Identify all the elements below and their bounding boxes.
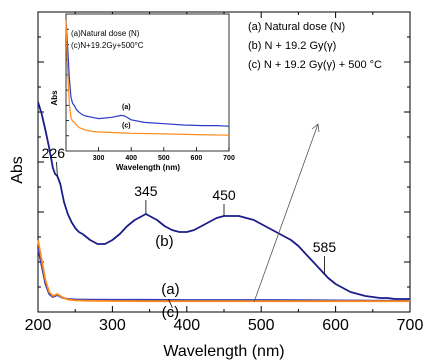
series-line-b	[37, 101, 410, 300]
inset-pointer-line	[311, 123, 319, 130]
legend-entry-a: (a) Natural dose (N)	[248, 21, 345, 33]
inset-series-label: (a)	[122, 104, 131, 111]
y-axis-label: Abs	[9, 156, 26, 184]
inset-pointer-line	[253, 123, 319, 303]
series-line-a	[37, 247, 411, 302]
annotations: 226 345 450 585 (b) (a) (c)	[42, 145, 337, 321]
inset-series-line-c	[65, 19, 230, 136]
series-label: (c)	[162, 304, 180, 321]
peak-label: 585	[313, 239, 337, 255]
inset-legend-a: (a)Natural dose (N)	[71, 29, 140, 38]
series-group	[37, 101, 411, 303]
legend: (a) Natural dose (N) (b) N + 19.2 Gy(γ) …	[248, 21, 382, 71]
inset-legend-c: (c)N+19.2Gy+500°C	[71, 41, 144, 50]
x-tick-label: 700	[397, 317, 424, 334]
legend-entry-c: (c) N + 19.2 Gy(γ) + 500 °C	[248, 59, 382, 71]
peak-label: 226	[42, 145, 66, 161]
x-tick-label: 200	[25, 317, 52, 334]
x-tick-label: 300	[99, 317, 126, 334]
inset-x-tick-label: 300	[93, 155, 105, 162]
x-tick-label: 500	[248, 317, 275, 334]
legend-entry-b: (b) N + 19.2 Gy(γ)	[248, 40, 336, 52]
peak-label: 450	[212, 187, 236, 203]
inset-y-label: Abs	[50, 90, 59, 106]
inset-x-tick-label: 700	[223, 155, 235, 162]
inset-x-tick-label: 600	[191, 155, 203, 162]
x-tick-label: 600	[322, 317, 349, 334]
inset-series-label: (c)	[122, 123, 131, 130]
inset-frame	[65, 13, 230, 152]
inset-series-line-a	[65, 19, 230, 127]
x-axis-ticks: 200 300 400 500 600 700	[25, 12, 424, 334]
x-tick-label: 400	[173, 317, 200, 334]
series-label: (a)	[161, 281, 179, 298]
x-axis-label: Wavelength (nm)	[163, 343, 284, 360]
peak-label: 345	[134, 183, 158, 199]
series-line-c	[37, 239, 410, 303]
peak-tick	[56, 161, 58, 177]
inset-chart: 300 400 500 600 700 (a)Natural dose (N) (c)N…	[50, 13, 235, 172]
series-label: (b)	[155, 233, 173, 250]
inset-series-group	[65, 19, 230, 136]
inset-annotations: (a) (c)	[122, 104, 131, 130]
inset-x-tick-label: 400	[125, 155, 137, 162]
inset-x-tick-label: 500	[158, 155, 170, 162]
series-label-pointer	[168, 298, 173, 309]
inset-pointer-line	[317, 123, 320, 133]
inset-x-label: Wavelength (nm)	[116, 163, 180, 172]
